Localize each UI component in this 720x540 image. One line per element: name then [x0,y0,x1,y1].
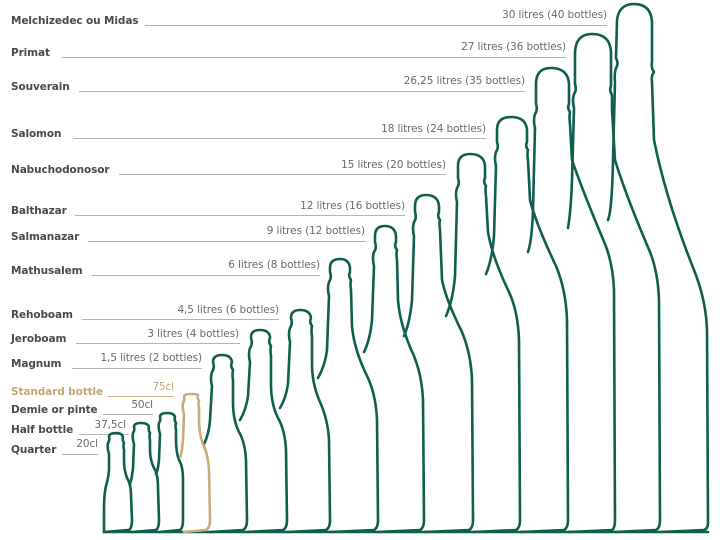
row-value-melchizedec: 30 litres (40 bottles) [502,9,607,21]
bottle-icon [566,32,662,534]
bottle-icon [444,152,522,534]
row-label-melchizedec: Melchizedec ou Midas [11,15,139,27]
row-value-souverain: 26,25 litres (35 bottles) [403,75,525,87]
row-label-souverain: Souverain [11,81,70,93]
bottle-icon [278,308,332,534]
bottle-icon [202,353,249,534]
bottle-icon [402,193,475,534]
row-value-rehoboam: 4,5 litres (6 bottles) [177,304,279,316]
leader-line [108,396,174,397]
row-value-standard-bottle: 75cl [152,381,174,393]
row-value-half-bottle: 37,5cl [94,419,127,431]
row-label-rehoboam: Rehoboam [11,309,73,321]
bottle-icon [238,328,289,534]
leader-line [76,343,240,344]
bottle-icon [154,411,185,534]
row-value-demie-or-pinte: 50cl [131,399,153,411]
bottle-icon [128,421,161,534]
row-label-standard-bottle: Standard bottle [11,386,104,398]
row-value-primat: 27 litres (36 bottles) [461,41,566,53]
leader-line [103,414,153,415]
bottle-icon [316,257,380,534]
row-value-balthazar: 12 litres (16 bottles) [300,200,405,212]
leader-line [79,91,525,92]
leader-line [72,368,202,369]
bottle-icon [606,2,710,534]
row-label-nabuchodonosor: Nabuchodonosor [11,164,110,176]
row-label-primat: Primat [11,47,50,59]
leader-line [82,319,279,320]
leader-line [145,25,607,26]
leader-line [62,454,98,455]
row-label-magnum: Magnum [11,358,62,370]
row-value-mathusalem: 6 litres (8 bottles) [228,259,320,271]
row-value-quarter: 20cl [76,438,98,450]
bottle-icon [526,66,617,534]
row-label-balthazar: Balthazar [11,205,67,217]
row-value-salmanazar: 9 litres (12 bottles) [266,225,365,237]
leader-line [73,138,486,139]
row-label-mathusalem: Mathusalem [11,265,83,277]
row-value-jeroboam: 3 litres (4 bottles) [147,328,239,340]
bottle-icon-standard [178,392,212,534]
leader-line [79,434,129,435]
row-label-salmanazar: Salmanazar [11,231,80,243]
leader-line [119,174,446,175]
leader-line [62,57,566,58]
bottle-icon [362,224,426,534]
row-value-nabuchodonosor: 15 litres (20 bottles) [341,159,446,171]
bottle-icon [484,115,570,534]
row-label-salomon: Salomon [11,128,62,140]
row-label-quarter: Quarter [11,444,57,456]
bottle-icon [102,431,134,534]
leader-line [92,275,320,276]
row-label-half-bottle: Half bottle [11,424,74,436]
leader-line [88,241,366,242]
row-label-demie-or-pinte: Demie or pinte [11,404,98,416]
row-label-jeroboam: Jeroboam [11,333,67,345]
row-value-magnum: 1,5 litres (2 bottles) [100,352,202,364]
leader-line [75,215,405,216]
row-value-salomon: 18 litres (24 bottles) [381,123,486,135]
